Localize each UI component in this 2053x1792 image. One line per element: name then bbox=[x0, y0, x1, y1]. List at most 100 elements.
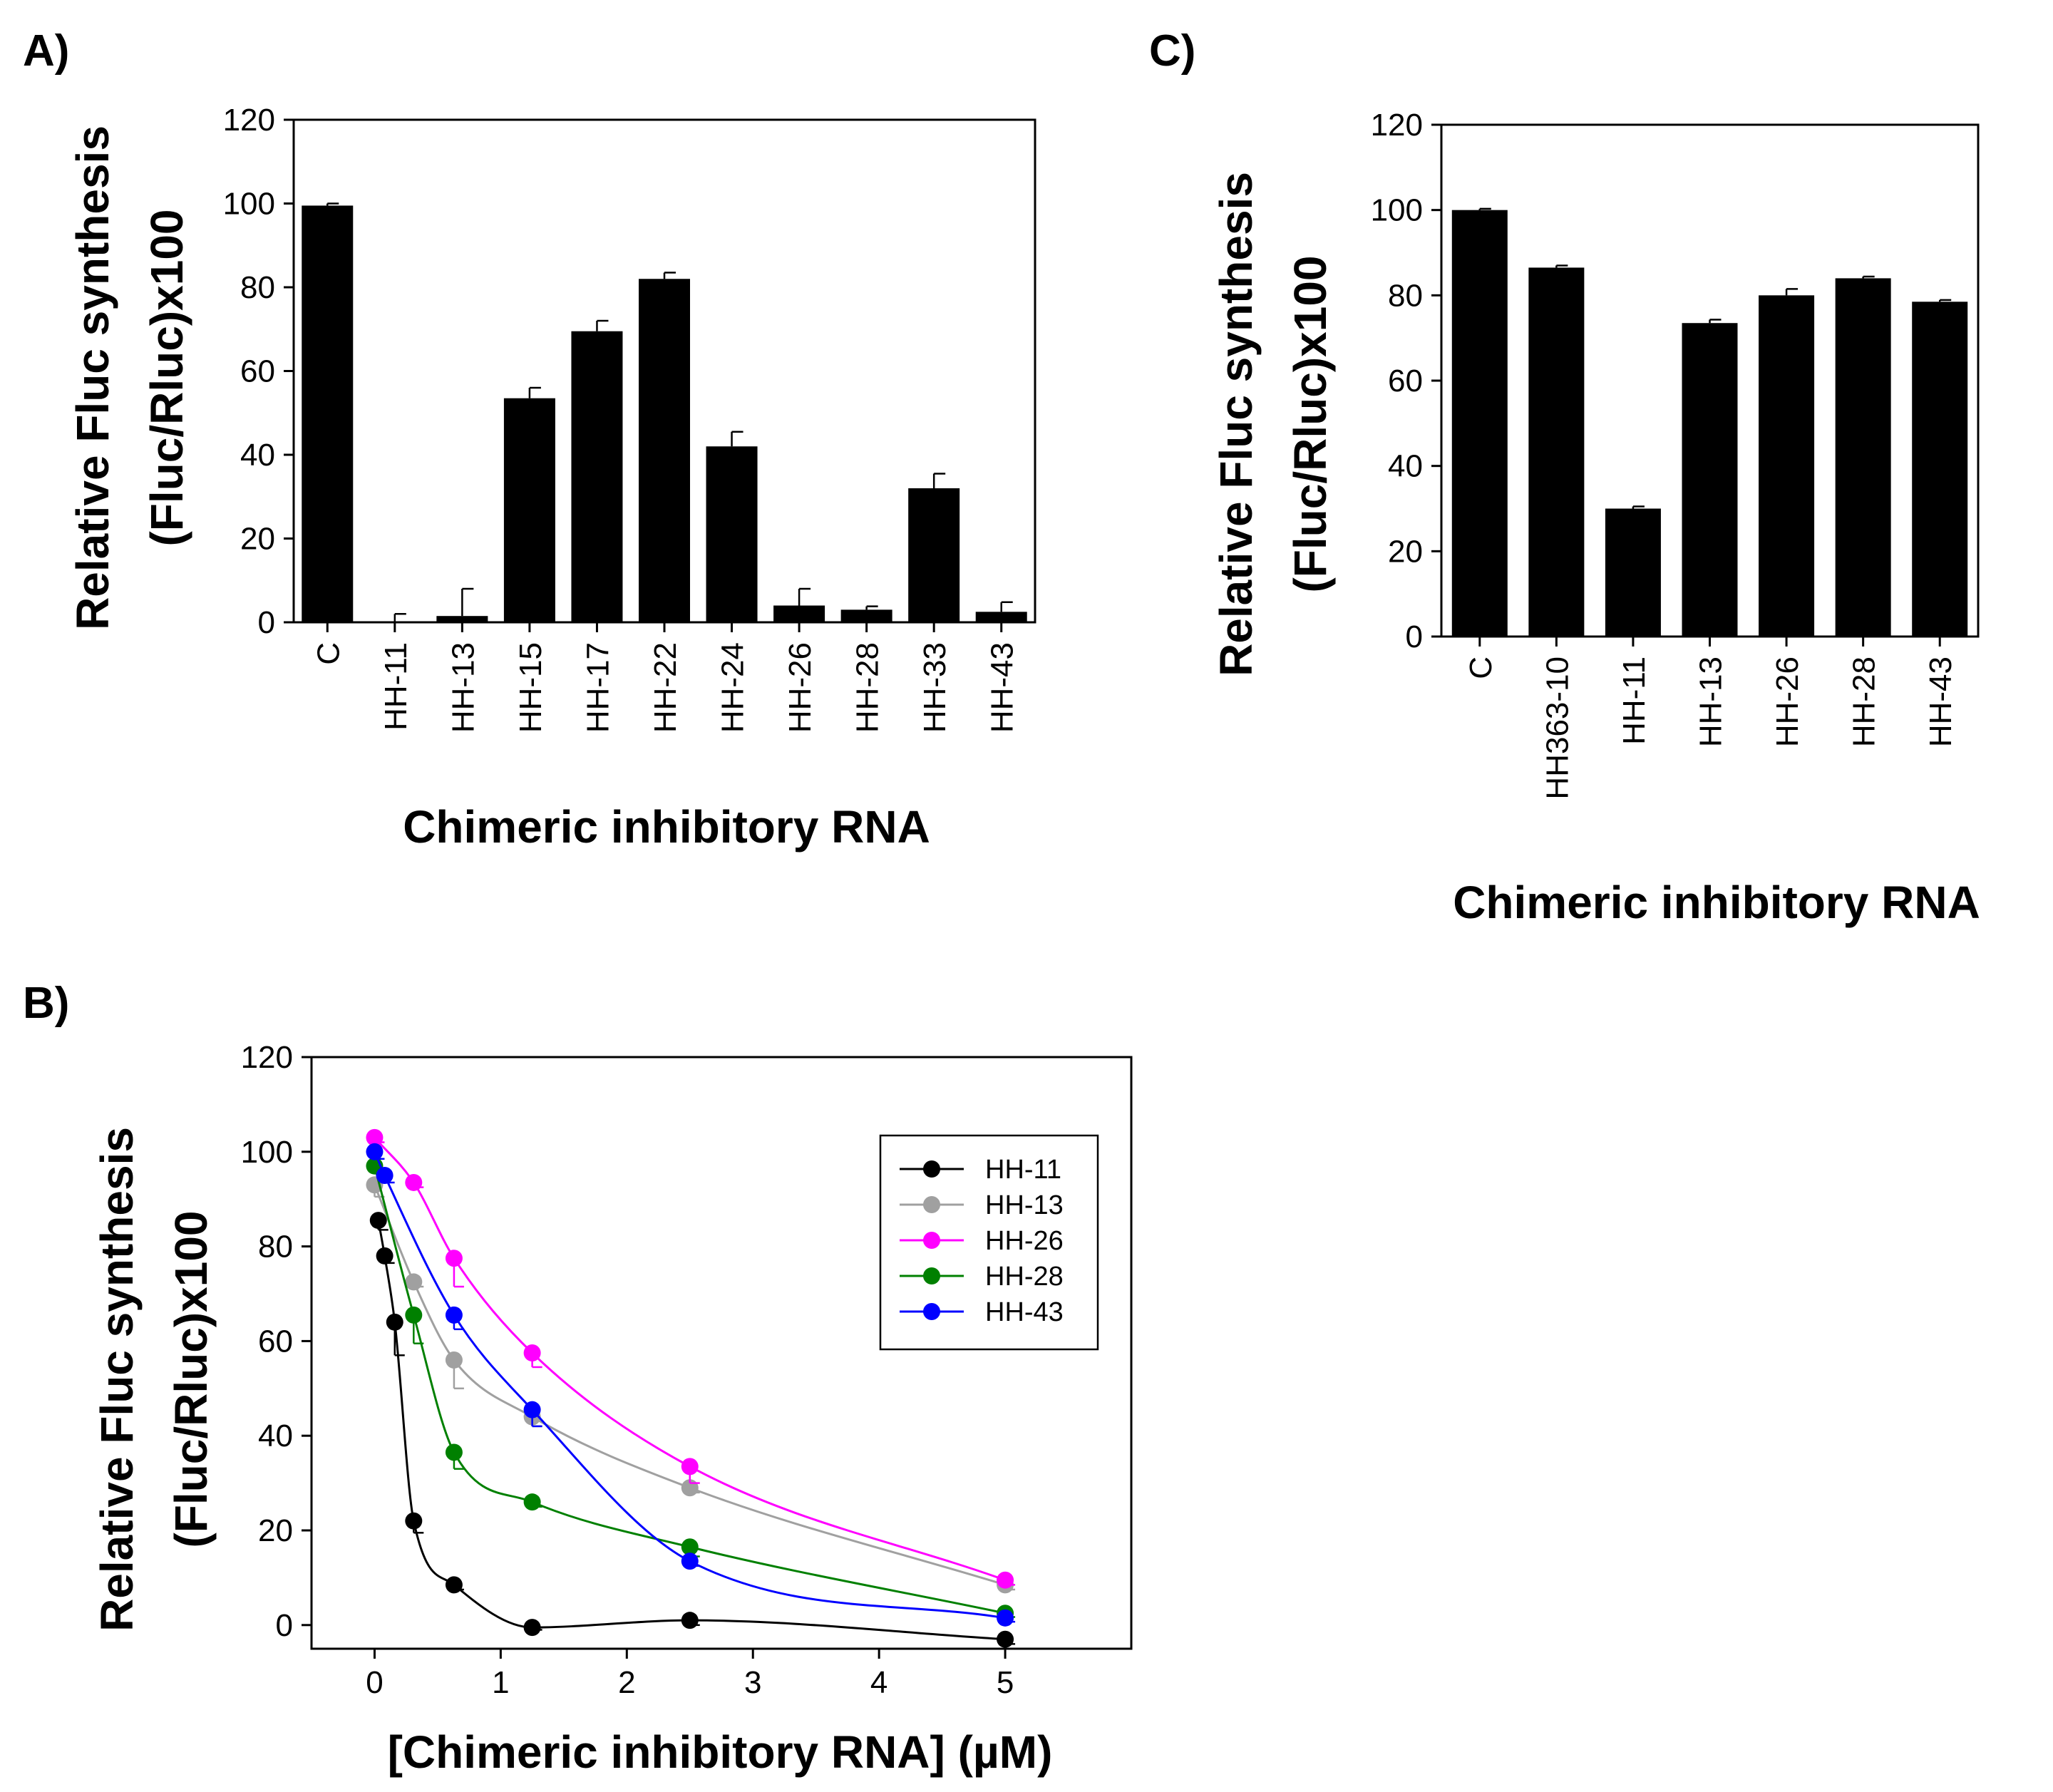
panel-a-bars bbox=[302, 202, 1027, 622]
panelB-xtick-label: 5 bbox=[997, 1665, 1014, 1700]
panel-c-x-axis-title: Chimeric inhibitory RNA bbox=[1453, 877, 1980, 928]
panelB-legend-label-hh-13: HH-13 bbox=[985, 1190, 1064, 1220]
panelA-ytick-label: 80 bbox=[240, 270, 275, 305]
panel-b-y-axis-title-line1: Relative Fluc synthesis bbox=[91, 1127, 143, 1632]
panel-b-scatter-chart: B) Relative Fluc synthesis (Fluc/Rluc)x1… bbox=[23, 979, 1133, 1778]
panelB-ytick-label: 80 bbox=[258, 1230, 293, 1265]
panel-b-y-axis-title-line2: (Fluc/Rluc)x100 bbox=[165, 1210, 217, 1548]
panelB-point-hh-28 bbox=[445, 1443, 463, 1461]
panelC-ytick-label: 40 bbox=[1388, 449, 1423, 484]
panelA-ytick-label: 0 bbox=[258, 605, 275, 640]
panelA-bar-hh-43 bbox=[975, 612, 1027, 622]
panelB-point-hh-11 bbox=[376, 1247, 393, 1265]
panelC-xtick-label-hh363-10: HH363-10 bbox=[1540, 656, 1575, 800]
panelA-bar-hh-22 bbox=[639, 279, 690, 622]
panelB-point-hh-43 bbox=[366, 1143, 384, 1160]
panelB-point-hh-28 bbox=[681, 1538, 699, 1556]
panel-b-legend-box bbox=[879, 1134, 1099, 1351]
panelB-legend-marker-hh-11 bbox=[923, 1160, 940, 1178]
panelC-bar-hh-26 bbox=[1759, 295, 1815, 637]
panelA-xtick-label-hh-22: HH-22 bbox=[648, 642, 683, 733]
panelB-legend-label-hh-28: HH-28 bbox=[985, 1262, 1064, 1292]
panelC-bar-hh-13 bbox=[1682, 323, 1738, 637]
panelB-xtick-label: 4 bbox=[870, 1665, 887, 1700]
panelC-xtick-label-hh-11: HH-11 bbox=[1617, 656, 1652, 745]
panelA-xtick-label-hh-24: HH-24 bbox=[716, 642, 751, 733]
panel-b-label: B) bbox=[23, 979, 69, 1028]
panel-b-series bbox=[366, 1128, 1016, 1648]
panelB-xtick-label: 1 bbox=[492, 1665, 509, 1700]
panelB-xtick-label: 2 bbox=[618, 1665, 635, 1700]
panelC-xtick-label-hh-43: HH-43 bbox=[1923, 656, 1958, 747]
panelB-series-hh-43 bbox=[366, 1143, 1016, 1627]
panelA-ytick-label: 40 bbox=[240, 438, 275, 473]
panel-a-label: A) bbox=[23, 26, 69, 76]
panelB-xtick-label: 3 bbox=[744, 1665, 761, 1700]
panelB-point-hh-11 bbox=[369, 1212, 387, 1230]
panelB-ytick-label: 40 bbox=[258, 1418, 293, 1453]
panelB-point-hh-26 bbox=[405, 1173, 423, 1191]
panelA-ytick-label: 100 bbox=[223, 187, 275, 222]
panelC-ytick-label: 60 bbox=[1388, 364, 1423, 398]
panel-b-legend: HH-11 HH-13 HH-26 HH-28 HH-43 bbox=[879, 1134, 1099, 1351]
panelB-point-hh-28 bbox=[523, 1493, 541, 1511]
panelB-point-hh-11 bbox=[386, 1313, 403, 1331]
panelB-point-hh-43 bbox=[445, 1306, 463, 1324]
panelC-bar-hh-28 bbox=[1835, 278, 1891, 637]
panelB-ytick-label: 120 bbox=[241, 1040, 293, 1075]
panelA-xtick-label-hh-13: HH-13 bbox=[446, 642, 480, 733]
panelC-bar-c bbox=[1451, 210, 1508, 637]
panel-c-bars bbox=[1451, 207, 1968, 637]
panelB-legend-marker-hh-26 bbox=[923, 1232, 940, 1249]
panelB-point-hh-26 bbox=[997, 1571, 1014, 1589]
panelA-xtick-label-hh-11: HH-11 bbox=[379, 642, 413, 731]
panel-b-plot-frame bbox=[310, 1056, 1133, 1650]
panelA-bar-hh-28 bbox=[840, 609, 892, 622]
panelB-xtick-label: 0 bbox=[366, 1665, 383, 1700]
panelA-ytick-label: 20 bbox=[240, 522, 275, 557]
panelA-xtick-label-hh-33: HH-33 bbox=[917, 642, 952, 733]
panelA-bar-hh-13 bbox=[436, 616, 488, 622]
panelB-point-hh-13 bbox=[445, 1351, 463, 1369]
panelB-point-hh-11 bbox=[445, 1576, 463, 1594]
panelB-point-hh-28 bbox=[405, 1306, 423, 1324]
panelB-point-hh-13 bbox=[405, 1273, 423, 1291]
panelC-ytick-label: 120 bbox=[1371, 108, 1423, 143]
panelC-ytick-label: 0 bbox=[1406, 619, 1423, 654]
panelB-point-hh-11 bbox=[681, 1612, 699, 1629]
panelC-bar-hh-43 bbox=[1912, 302, 1968, 637]
panel-b-y-ticks: 0 20 40 60 80 100 120 bbox=[241, 1040, 312, 1643]
panel-c-label: C) bbox=[1149, 26, 1195, 76]
panelA-bar-hh-26 bbox=[773, 605, 825, 622]
panel-b-x-axis-title: [Chimeric inhibitory RNA] (µM) bbox=[388, 1726, 1053, 1778]
panelB-ytick-label: 20 bbox=[258, 1513, 293, 1548]
panelA-xtick-label-c: C bbox=[311, 642, 346, 665]
panel-a-y-ticks: 0 20 40 60 80 100 120 bbox=[223, 103, 294, 640]
panelB-series-hh-26 bbox=[366, 1128, 1016, 1589]
panelB-point-hh-43 bbox=[681, 1552, 699, 1570]
panelC-bar-hh-11 bbox=[1605, 508, 1661, 637]
panelA-xtick-label-hh-43: HH-43 bbox=[985, 642, 1020, 733]
panelB-point-hh-26 bbox=[681, 1458, 699, 1476]
panelB-point-hh-43 bbox=[376, 1167, 393, 1184]
panel-c-y-axis-title-line1: Relative Fluc synthesis bbox=[1210, 172, 1262, 676]
panel-b-x-ticks: 0 1 2 3 4 5 bbox=[366, 1649, 1014, 1700]
panelB-series-hh-11 bbox=[369, 1212, 1016, 1648]
panel-c-bar-chart: C) Relative Fluc synthesis (Fluc/Rluc)x1… bbox=[1149, 26, 1980, 928]
panelB-point-hh-43 bbox=[997, 1609, 1014, 1627]
panel-a-y-axis-title: Relative Fluc synthesis (Fluc/Rluc)x100 bbox=[67, 125, 192, 630]
panel-c-y-axis-title: Relative Fluc synthesis (Fluc/Rluc)x100 bbox=[1210, 172, 1336, 676]
panelA-xtick-label-hh-17: HH-17 bbox=[580, 642, 615, 733]
panel-b-y-axis-title: Relative Fluc synthesis (Fluc/Rluc)x100 bbox=[91, 1127, 217, 1632]
panel-a-x-ticks: C HH-11 HH-13 HH-15 HH-17 HH-22 HH-24 HH-26 HH-2… bbox=[311, 622, 1020, 733]
panel-a-bar-chart: A) Relative Fluc synthesis (Fluc/Rluc)x1… bbox=[23, 26, 1036, 853]
panelB-point-hh-26 bbox=[445, 1250, 463, 1267]
panelA-bar-hh-33 bbox=[908, 488, 960, 622]
panelB-point-hh-26 bbox=[523, 1344, 541, 1361]
panelC-ytick-label: 20 bbox=[1388, 534, 1423, 569]
panelA-bar-hh-17 bbox=[571, 331, 623, 622]
panelA-bar-c bbox=[302, 205, 354, 622]
panelB-legend-marker-hh-43 bbox=[923, 1303, 940, 1320]
panelA-xtick-label-hh-26: HH-26 bbox=[783, 642, 818, 733]
